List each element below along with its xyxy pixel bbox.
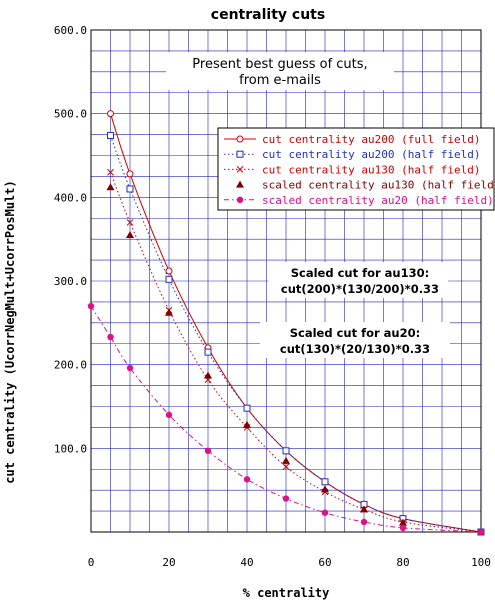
data-point [243, 476, 251, 483]
legend-item-3: cut centrality au130 (half field) [224, 163, 481, 176]
data-point [165, 267, 173, 275]
data-point [282, 495, 290, 502]
data-point [87, 302, 95, 310]
annotation-au130-title: Scaled cut for au130: [291, 266, 429, 280]
data-point [165, 411, 173, 419]
tick-labels: 0 20 40 60 80 100 100.0 200.0 300.0 400.0 500.0 600… [54, 24, 491, 569]
series-4 [106, 183, 407, 526]
y-axis-label: cut centrality (UcorrNegMult+UcorrPosMul… [3, 180, 17, 483]
annotation-bg [166, 52, 394, 90]
data-point [204, 447, 212, 455]
legend-label: scaled centrality au20 (half field) [262, 194, 494, 207]
legend-item-5: scaled centrality au20 (half field) [224, 194, 494, 207]
legend-box [217, 127, 495, 211]
legend-marker [236, 135, 244, 143]
data-point [321, 509, 329, 516]
data-point [477, 528, 485, 536]
x-tick-label: 0 [88, 556, 95, 569]
annotation-au20-formula: cut(130)*(20/130)*0.33 [280, 342, 430, 356]
legend: cut centrality au200 (full field) cut cen… [217, 127, 495, 211]
annotation-best-guess-2: from e-mails [239, 73, 321, 88]
data-point [165, 308, 173, 316]
y-tick-label: 500.0 [54, 108, 87, 121]
data-point [107, 110, 114, 118]
annotation-au130-bg [268, 262, 448, 298]
legend-marker [236, 180, 244, 188]
x-axis-label: % centrality [243, 586, 330, 600]
legend-marker [236, 166, 244, 173]
x-tick-label: 100 [471, 556, 491, 569]
data-point [126, 170, 134, 178]
data-point [321, 485, 329, 493]
series-line [110, 172, 482, 533]
y-tick-label: 200.0 [54, 359, 87, 372]
legend-label: cut centrality au200 (half field) [262, 148, 481, 161]
data-point [243, 404, 251, 412]
legend-items: cut centrality au200 (full field) cut cen… [224, 133, 495, 207]
data-point [282, 456, 290, 464]
data-point [243, 420, 251, 428]
legend-item-4: scaled centrality au130 (half field) [236, 179, 495, 192]
annotation-au20-bg [260, 322, 450, 358]
plot-frame [90, 29, 482, 533]
y-tick-label: 300.0 [54, 275, 87, 288]
marker-stroke [282, 463, 290, 471]
y-tick-label: 400.0 [54, 191, 87, 204]
data-point [126, 364, 134, 372]
series-5 [87, 302, 485, 536]
legend-marker [236, 196, 244, 203]
x-tick-label: 20 [162, 556, 175, 569]
series-line [110, 135, 482, 533]
annotation-au20-title: Scaled cut for au20: [290, 326, 420, 340]
marker-stroke [126, 219, 134, 226]
data-point [165, 275, 173, 283]
data-point [399, 518, 407, 526]
x-tick-label: 60 [318, 556, 331, 569]
x-tick-label: 40 [240, 556, 253, 569]
data-point [204, 348, 212, 356]
marker-stroke [107, 168, 114, 176]
data-point [126, 219, 134, 226]
legend-label: cut centrality au200 (full field) [262, 133, 481, 146]
y-tick-label: 100.0 [54, 442, 87, 455]
data-point [360, 505, 368, 513]
annotation-best-guess-1: Present best guess of cuts, [192, 57, 367, 72]
annotation-au130-formula: cut(200)*(130/200)*0.33 [281, 282, 439, 296]
data-point [107, 131, 114, 139]
data-point [204, 371, 212, 379]
legend-label: cut centrality au130 (half field) [262, 163, 481, 176]
legend-marker [236, 150, 244, 158]
data-point [360, 518, 368, 526]
data-point [126, 185, 134, 193]
data-point [399, 524, 407, 532]
data-point [106, 183, 115, 191]
legend-item-1: cut centrality au200 (full field) [224, 133, 481, 146]
data-point [107, 168, 114, 176]
legend-label: scaled centrality au130 (half field) [262, 179, 495, 192]
data-point [321, 478, 329, 486]
series-layer [87, 110, 485, 536]
legend-item-2: cut centrality au200 (half field) [224, 148, 481, 161]
data-point [107, 333, 114, 341]
marker-stroke [236, 166, 244, 173]
y-tick-label: 600.0 [54, 24, 87, 37]
data-point [282, 463, 290, 471]
data-point [282, 447, 290, 455]
x-tick-label: 80 [396, 556, 409, 569]
chart-title: centrality cuts [211, 7, 325, 23]
data-point [126, 230, 134, 238]
